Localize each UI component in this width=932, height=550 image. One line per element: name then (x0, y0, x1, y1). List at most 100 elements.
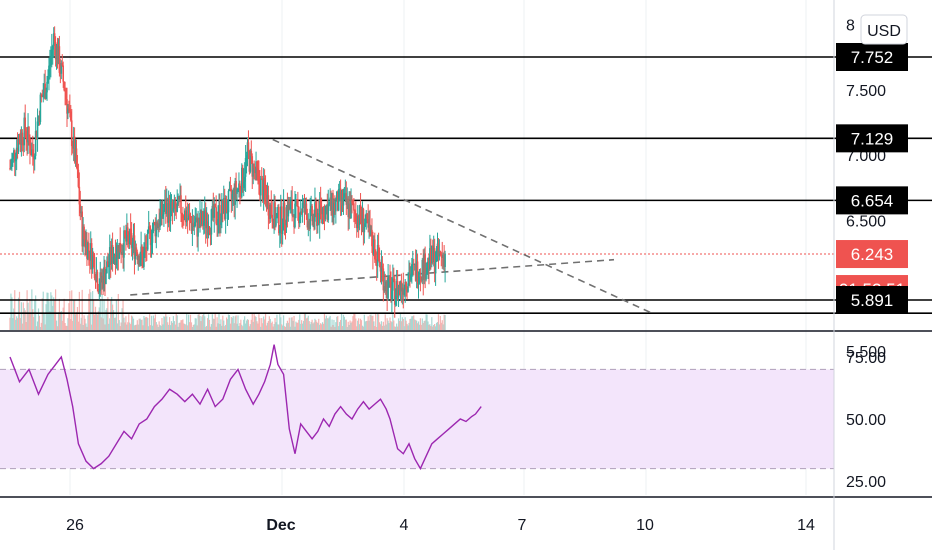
volume-bar (305, 318, 307, 330)
candle-body (295, 199, 297, 204)
volume-bar (290, 317, 292, 330)
candle-body (401, 287, 404, 292)
candle-body (411, 264, 413, 275)
candle-body (101, 275, 103, 283)
volume-bar (115, 299, 117, 330)
candle-body (336, 191, 338, 202)
candle-body (34, 131, 37, 156)
volume-bar (230, 317, 232, 330)
volume-bar (199, 315, 201, 330)
candle-body (177, 196, 179, 204)
candle-body (303, 200, 306, 213)
volume-bar (314, 318, 316, 330)
volume-bar (96, 314, 98, 330)
volume-bar (258, 314, 260, 330)
volume-bar (413, 315, 415, 330)
candle-body (393, 278, 395, 280)
rsi-tick-label: 25.00 (846, 474, 886, 491)
candle-body (144, 246, 146, 253)
candle-body (53, 33, 56, 42)
candle-body (222, 200, 224, 214)
volume-bar (179, 322, 181, 330)
candle-body (59, 72, 62, 74)
volume-bar (208, 319, 211, 330)
trendlines[interactable] (130, 138, 653, 314)
volume-bar (187, 325, 189, 330)
volume-bar (172, 316, 174, 330)
rsi-axis[interactable]: 75.00 50.00 25.00 (846, 350, 886, 491)
volume-bar (42, 291, 44, 330)
volume-bar (365, 321, 367, 330)
candle-body (273, 202, 275, 229)
candle-body (137, 256, 140, 260)
candle-body (121, 252, 123, 254)
price-tag-r1: 7.752 (836, 43, 908, 71)
candle-body (251, 156, 254, 177)
candle-body (60, 63, 63, 74)
candle-body (89, 243, 92, 261)
candle-body (310, 205, 312, 209)
volume-bar (102, 318, 104, 330)
volume-bar (429, 324, 431, 330)
candle-body (63, 81, 65, 91)
volume-bar (39, 326, 41, 330)
candle-body (408, 275, 410, 284)
time-axis[interactable]: 26 Dec 4 7 10 14 (66, 517, 815, 534)
candle-body (379, 262, 382, 272)
candle-body (152, 221, 155, 232)
volume-bar (37, 308, 40, 330)
candle-body (298, 207, 300, 224)
volume-bar (46, 292, 48, 330)
price-tag-r2-text: 7.129 (851, 129, 894, 148)
candle-body (45, 92, 47, 99)
volume-bar (60, 311, 62, 330)
volume-bar (189, 314, 192, 330)
volume-bar (44, 324, 46, 330)
volume-bar (24, 310, 26, 330)
volume-bar (30, 313, 32, 330)
volume-bar (144, 317, 146, 330)
volume-bar (114, 317, 117, 330)
candle-body (433, 248, 436, 273)
volume-bar (377, 313, 379, 330)
volume-bar (269, 318, 271, 330)
volume-bar (368, 320, 370, 330)
volume-bar (419, 318, 421, 330)
candle-body (227, 190, 230, 213)
candle-body (260, 178, 263, 180)
horizontal-levels[interactable] (0, 56, 932, 314)
candle-body (219, 205, 221, 225)
candle-body (427, 258, 429, 268)
price-axis[interactable]: 8 7.500 7.000 6.500 5.500 (846, 18, 886, 361)
currency-button[interactable]: USD (860, 14, 908, 45)
candle-body (266, 195, 269, 208)
volume-bar (119, 326, 121, 330)
candle-body (285, 207, 288, 226)
volume-bar (402, 318, 404, 330)
volume-bar (167, 322, 169, 330)
candle-body (282, 202, 285, 231)
candle-body (172, 208, 175, 212)
volume-bar (315, 320, 317, 330)
time-tick-label: 4 (400, 517, 409, 534)
candle-body (183, 218, 185, 220)
candle-body (444, 254, 446, 268)
volume-bar (309, 324, 311, 330)
trendline-descending[interactable] (272, 138, 653, 314)
trendline-ascending[interactable] (130, 258, 615, 296)
volume-bar (70, 319, 72, 330)
candle-body (97, 289, 100, 293)
volume-bar (417, 321, 420, 330)
volume-bar (321, 324, 323, 330)
volume-bar (297, 322, 299, 330)
candle-body (362, 208, 365, 233)
candle-body (246, 142, 249, 156)
volume-bar (145, 316, 147, 330)
volume-bar (340, 313, 343, 330)
volume-bar (441, 320, 443, 330)
candle-body (409, 275, 411, 280)
volume-bar (141, 319, 143, 330)
volume-bar (301, 320, 303, 330)
